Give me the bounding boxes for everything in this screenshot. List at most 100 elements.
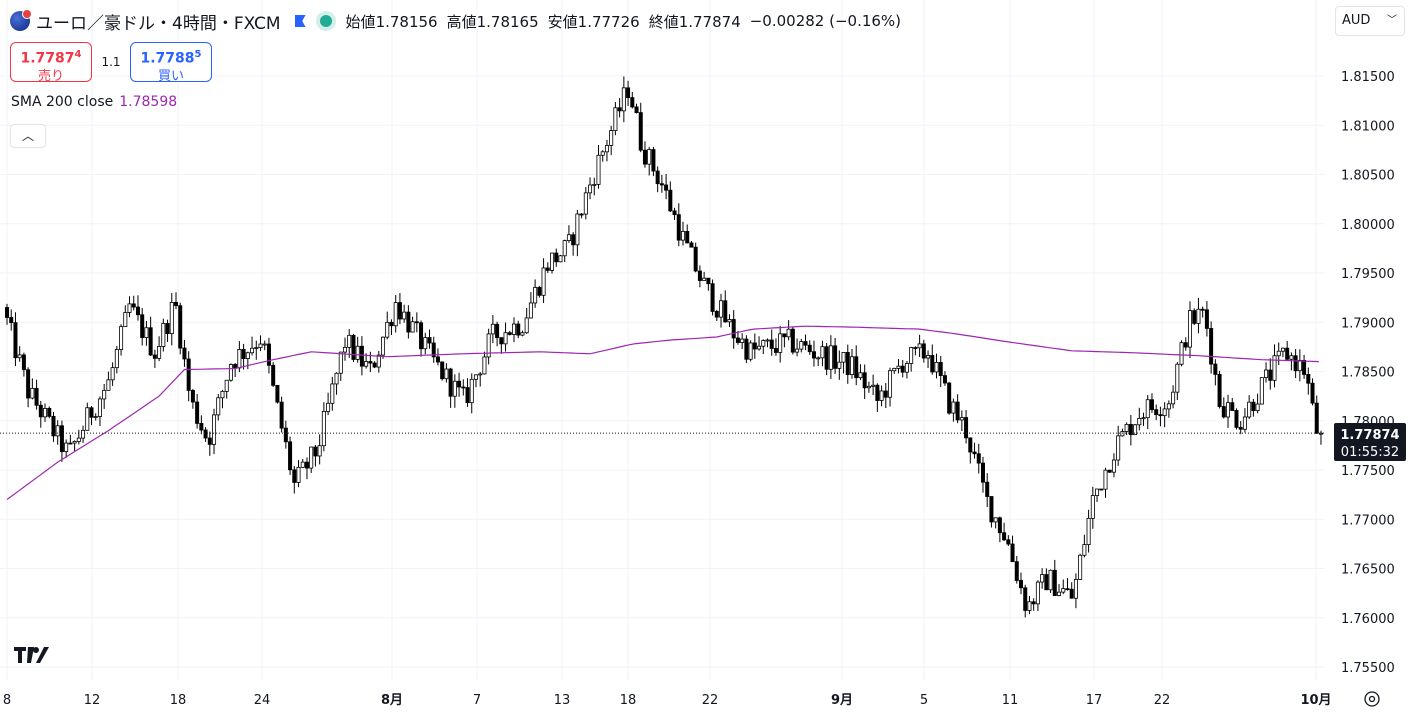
candle (135, 295, 140, 321)
candle (697, 265, 702, 288)
candle (972, 442, 977, 459)
candle (828, 335, 833, 379)
currency-value: AUD (1342, 13, 1371, 28)
candle (182, 339, 187, 367)
candle (30, 378, 35, 400)
candle (1166, 400, 1171, 418)
candle (588, 177, 593, 200)
time-axis[interactable]: 8 12 18 24 8月 7 13 18 22 9月 5 11 17 22 10月 (3, 693, 1332, 708)
price-axis-bg (1325, 0, 1413, 715)
candle (1010, 535, 1015, 563)
candle (985, 473, 990, 508)
candle (1297, 349, 1302, 382)
candle (452, 374, 457, 408)
candle (537, 285, 542, 298)
candle (140, 308, 145, 346)
candle (858, 364, 863, 381)
candle (883, 383, 888, 409)
candle (1090, 486, 1095, 529)
candle (178, 302, 183, 355)
candle (9, 309, 14, 331)
candle (406, 305, 411, 339)
candle (613, 102, 618, 136)
flag-icon[interactable] (294, 15, 306, 27)
sell-price-sup: 4 (74, 49, 82, 60)
candle (444, 363, 449, 383)
candle (803, 334, 808, 351)
candle (955, 394, 960, 424)
symbol-title[interactable]: ユーロ／豪ドル・4時間・FXCM (36, 13, 281, 34)
candle (541, 258, 546, 304)
candle (951, 398, 956, 422)
candle (520, 330, 525, 337)
candle (347, 329, 352, 358)
candle (490, 314, 495, 344)
candle (271, 362, 276, 387)
candle (338, 351, 343, 382)
candle (473, 374, 478, 388)
candle (735, 330, 740, 345)
candle (131, 295, 136, 311)
candle (1238, 421, 1243, 435)
candle (81, 425, 86, 444)
buy-label: 買い (157, 68, 184, 84)
candle (1192, 308, 1197, 326)
candle (926, 350, 931, 368)
y-tick-label: 1.78500 (1341, 366, 1395, 381)
candle (571, 232, 576, 256)
price-axis[interactable]: 1.81500 1.81000 1.80500 1.80000 1.79500 1.790… (1325, 0, 1413, 715)
candle (773, 338, 778, 356)
candle (266, 337, 271, 374)
candle (326, 392, 331, 416)
x-tick-label: 11 (1002, 693, 1019, 708)
candle (1302, 354, 1307, 379)
candle (114, 346, 119, 374)
candle (1124, 422, 1129, 436)
y-tick-label: 1.81500 (1341, 70, 1395, 85)
candle (495, 321, 500, 347)
candle (1149, 393, 1154, 413)
candle (934, 353, 939, 379)
candle (1221, 397, 1226, 419)
candle (566, 225, 571, 243)
candle (258, 335, 263, 352)
candle (811, 340, 816, 367)
candle (106, 371, 111, 391)
candle (1226, 394, 1231, 428)
candle (228, 363, 233, 382)
sell-price: 1.7787 (20, 50, 75, 67)
collapse-legend-button[interactable]: ︿ (10, 124, 46, 148)
gear-icon[interactable] (1362, 689, 1382, 709)
candle (397, 293, 402, 325)
candle (47, 406, 52, 419)
candle (157, 336, 162, 362)
candle (161, 318, 166, 352)
candle (224, 379, 229, 399)
candle (169, 293, 174, 346)
candle (152, 349, 157, 368)
candle (393, 295, 398, 333)
ohlc-high: 高値1.78165 (446, 12, 539, 31)
sma-legend[interactable]: SMA 200 close 1.78598 (11, 94, 177, 110)
candle (1154, 404, 1159, 421)
buy-price: 1.7788 (140, 50, 195, 67)
candle (330, 376, 335, 411)
candle (545, 262, 550, 274)
candle (744, 335, 749, 363)
candle (457, 372, 462, 397)
tradingview-logo-icon[interactable] (14, 645, 50, 671)
candle (888, 367, 893, 407)
buy-button[interactable]: 1.77885 買い (130, 42, 212, 84)
currency-select[interactable]: AUD ﹀ (1335, 6, 1405, 36)
last-price-value: 1.77874 (1340, 428, 1399, 443)
candle (993, 517, 998, 529)
candle (719, 293, 724, 328)
candle (1141, 412, 1146, 426)
candle (575, 209, 580, 257)
candle (989, 496, 994, 528)
candle (1204, 300, 1209, 337)
sell-button[interactable]: 1.77874 売り (10, 42, 92, 84)
sma-value: 1.78598 (119, 94, 178, 110)
x-tick-label: 10月 (1300, 693, 1331, 708)
